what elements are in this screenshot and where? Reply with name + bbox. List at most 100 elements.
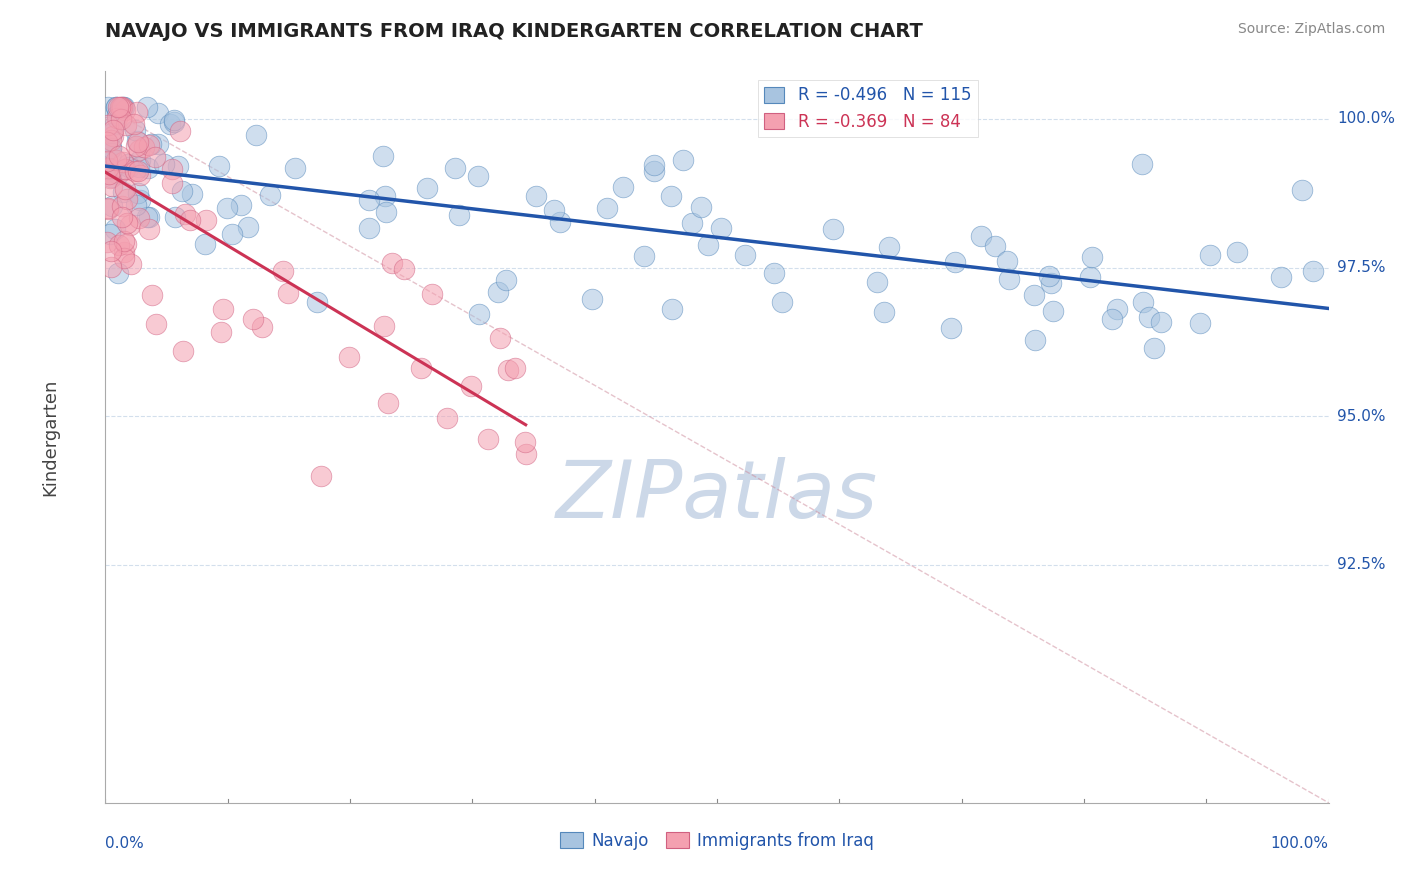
Point [138, 211, 160, 225]
Point [124, 123, 146, 137]
Point [138, 137, 160, 152]
Point [1143, 341, 1166, 355]
Point [371, 149, 394, 163]
Point [1107, 301, 1129, 316]
Point [111, 154, 134, 169]
Point [998, 272, 1021, 286]
Point [112, 245, 135, 260]
Point [1137, 310, 1160, 325]
Point [392, 262, 415, 277]
Point [112, 163, 135, 178]
Point [127, 186, 149, 200]
Point [217, 201, 239, 215]
Point [127, 135, 149, 149]
Point [104, 117, 127, 131]
Text: 100.0%: 100.0% [1271, 836, 1329, 851]
Point [1132, 294, 1154, 309]
Point [1291, 183, 1313, 197]
Point [138, 161, 160, 176]
Point [167, 159, 190, 173]
Point [160, 176, 183, 190]
Point [1024, 288, 1046, 302]
Point [710, 220, 733, 235]
Text: 95.0%: 95.0% [1337, 409, 1385, 424]
Point [117, 157, 139, 171]
Point [941, 321, 963, 335]
Point [284, 161, 307, 176]
Point [118, 160, 141, 174]
Point [159, 118, 181, 132]
Point [112, 100, 135, 114]
Point [100, 260, 122, 274]
Point [105, 108, 128, 122]
Point [194, 237, 217, 252]
Point [100, 170, 122, 185]
Point [97, 167, 120, 181]
Point [515, 447, 537, 461]
Point [100, 126, 122, 140]
Point [770, 295, 793, 310]
Point [170, 184, 193, 198]
Point [374, 205, 396, 219]
Point [135, 100, 157, 114]
Point [105, 153, 128, 167]
Point [100, 179, 122, 194]
Point [195, 212, 218, 227]
Point [128, 160, 150, 174]
Point [173, 207, 195, 221]
Point [1270, 270, 1292, 285]
Point [120, 218, 142, 232]
Point [100, 133, 122, 147]
Point [96, 235, 118, 249]
Point [129, 168, 152, 182]
Point [101, 123, 124, 137]
Point [245, 128, 267, 143]
Point [467, 169, 489, 183]
Point [309, 468, 332, 483]
Point [148, 106, 170, 120]
Text: Source: ZipAtlas.com: Source: ZipAtlas.com [1237, 22, 1385, 37]
Point [420, 287, 443, 301]
Point [100, 146, 122, 161]
Point [104, 221, 127, 235]
Point [181, 187, 204, 202]
Point [581, 293, 603, 307]
Point [107, 100, 129, 114]
Point [357, 220, 380, 235]
Point [104, 100, 127, 114]
Point [612, 180, 634, 194]
Point [97, 118, 120, 132]
Point [1226, 245, 1249, 260]
Point [162, 112, 184, 127]
Point [1101, 311, 1123, 326]
Point [111, 100, 134, 114]
Point [114, 161, 136, 176]
Point [128, 211, 150, 225]
Point [1040, 276, 1063, 290]
Point [1302, 264, 1324, 278]
Point [98, 227, 121, 242]
Point [124, 163, 146, 178]
Point [97, 161, 120, 175]
Point [496, 363, 519, 377]
Point [513, 434, 536, 449]
Point [96, 153, 118, 168]
Point [97, 100, 120, 114]
Point [169, 123, 191, 137]
Point [238, 219, 260, 234]
Point [153, 157, 176, 171]
Point [96, 162, 118, 177]
Point [1078, 269, 1101, 284]
Point [212, 301, 235, 316]
Point [120, 257, 142, 271]
Point [242, 311, 264, 326]
Text: Kindergarten: Kindergarten [41, 378, 59, 496]
Point [1189, 317, 1212, 331]
Point [447, 208, 470, 222]
Point [543, 202, 565, 217]
Point [643, 164, 665, 178]
Point [486, 285, 509, 299]
Text: 100.0%: 100.0% [1337, 112, 1395, 127]
Point [105, 111, 128, 125]
Point [690, 200, 713, 214]
